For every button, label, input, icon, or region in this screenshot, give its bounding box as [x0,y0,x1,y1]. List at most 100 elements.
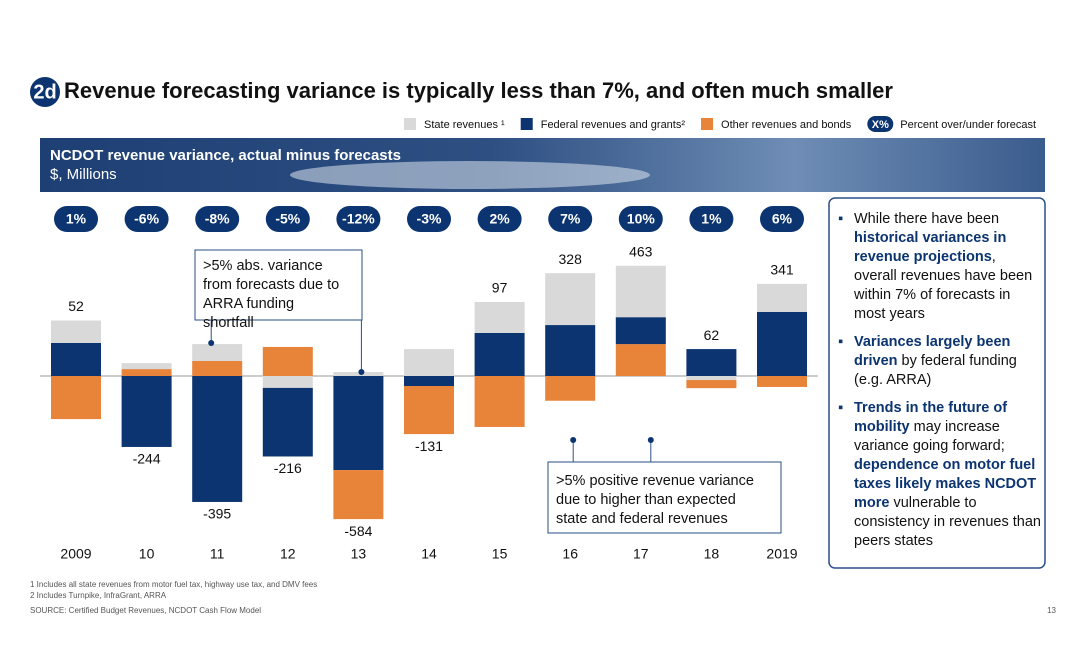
bar-segment [615,317,666,345]
badge-circle [30,77,60,107]
annotation-line: ARRA funding [203,296,294,312]
total-label: -584 [344,523,372,539]
legend-swatch [520,118,533,130]
bar-segment [262,387,313,457]
bar-segment [192,361,243,376]
annotation-line: due to higher than expected [556,492,736,508]
bullet-text: by federal funding (e.g. ARRA) [854,353,1017,388]
category-label: 15 [492,546,508,562]
annotation-dot [208,340,215,346]
percent-badge [760,206,804,232]
bar-segment [192,344,243,361]
percent-badge [618,206,663,232]
percent-label: 6% [772,211,793,227]
footnote: 2 Includes Turnpike, InfraGrant, ARRA [30,591,167,600]
percent-label: -3% [417,211,442,227]
annotation-line: from forecasts due to [203,277,339,293]
annotation-text: >5% abs. variance from forecasts due to AR… [203,258,339,331]
annotation-line: >5% positive revenue variance [556,473,754,489]
bullet-text: may increase variance going forward; [854,419,1005,454]
bar-segment [121,363,172,370]
bullet: While there have been historical varianc… [836,210,1042,324]
bar-segment [545,325,596,376]
bar-segment [51,376,101,420]
legend-swatch [701,118,714,130]
percent-badge [336,206,381,232]
bar-segment [51,320,101,343]
bar-segment [333,470,384,520]
footnote: 1 Includes all state revenues from motor… [30,580,317,589]
bar-segment [686,376,737,381]
bar-segment [615,344,666,376]
chart-title: NCDOT revenue variance, actual minus for… [50,147,401,164]
bullet-text: historical variances in revenue projecti… [854,230,1007,265]
bullet-text: vulnerable to consistency in revenues th… [854,495,1041,549]
total-label: 97 [492,280,508,296]
percent-label: -8% [205,211,230,227]
bar-segment [686,349,737,376]
bar-segment [51,342,101,376]
percent-badge [477,206,522,232]
bar-segment [121,369,172,376]
annotation-dot [647,437,654,443]
category-label: 12 [280,546,296,562]
category-label: 18 [704,546,720,562]
bullet-text: Variances largely been driven [854,334,1011,369]
category-label: 10 [139,546,155,562]
legend-swatch [404,118,416,130]
total-label: -131 [415,438,443,454]
page-number: 13 [1047,606,1056,615]
percent-badge [689,206,734,232]
bar-segment [404,386,454,435]
bar-segment [262,376,313,388]
bar-segment [404,376,454,386]
percent-badge [195,206,240,232]
sidebar: While there have been historical varianc… [836,210,1042,560]
percent-label: 10% [627,211,656,227]
total-label: 463 [629,243,653,259]
bar-segment [615,265,666,318]
chart-subtitle: $, Millions [50,166,117,183]
bullet-text: While there have been [854,211,1000,227]
percent-label: -5% [275,211,300,227]
category-label: 14 [421,546,437,562]
page-title: Revenue forecasting variance is typicall… [64,78,893,103]
total-label: 52 [68,298,84,314]
category-label: 11 [210,546,225,562]
total-label: 341 [770,262,794,278]
plane-image [290,161,650,189]
bullet-text: dependence on motor fuel taxes likely ma… [854,457,1037,511]
total-label: 62 [704,327,720,343]
percent-label: -6% [134,211,159,227]
bullet-text: , overall revenues have been within 7% o… [854,249,1033,322]
category-label: 2009 [60,546,91,562]
annotation-line: shortfall [203,315,254,331]
source: SOURCE: Certified Budget Revenues, NCDOT… [30,606,261,615]
percent-label: 2% [489,211,510,227]
bar-segment [757,376,807,387]
annotation-line: >5% abs. variance [203,258,323,274]
legend-label: Other revenues and bonds [721,119,852,131]
bar-segment [474,301,525,333]
bullet: Trends in the future of mobility may inc… [836,399,1042,551]
category-label: 2019 [766,546,797,562]
bar-segment [262,346,313,376]
legend-label: State revenues ¹ [424,119,505,131]
badge: 2d [33,81,56,103]
legend-percent-symbol: X% [872,119,889,131]
percent-badge [265,206,310,232]
bar-segment [192,376,243,502]
total-label: 328 [559,251,583,267]
bullet-text: Trends in the future of mobility [854,400,1008,435]
percent-badge [548,206,593,232]
bar-segment [474,332,525,376]
bar-segment [121,376,172,447]
category-label: 13 [351,546,367,562]
legend-percent-label: Percent over/under forecast [900,119,1036,131]
percent-label: 1% [66,211,87,227]
annotation-dot [570,437,577,443]
bar-segment [333,371,384,376]
percent-badge [54,206,98,232]
